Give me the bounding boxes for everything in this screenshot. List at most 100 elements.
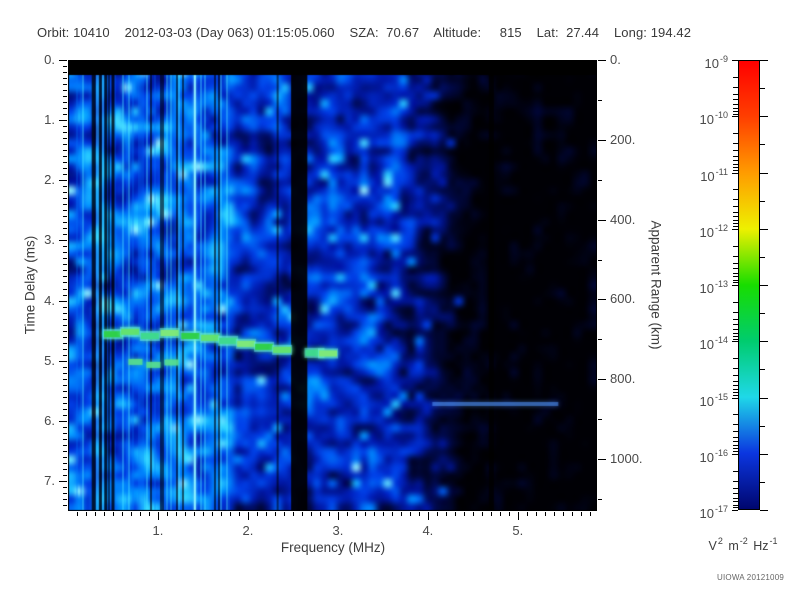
x-minor-tick bbox=[463, 512, 465, 516]
y2-tick-label: 800. bbox=[610, 371, 636, 387]
y-minor-tick bbox=[63, 144, 67, 146]
y-major-tick bbox=[59, 240, 67, 242]
y-minor-tick bbox=[63, 408, 67, 410]
y-minor-tick bbox=[63, 384, 67, 386]
unit-part: Hz bbox=[749, 539, 769, 553]
y-minor-tick bbox=[63, 450, 67, 452]
colorbar-tick-label: 10-12 bbox=[699, 222, 728, 240]
x-minor-tick bbox=[184, 512, 186, 516]
y-minor-tick bbox=[63, 156, 67, 158]
y-tick-label: 5. bbox=[44, 352, 55, 368]
x-minor-tick bbox=[562, 512, 564, 516]
x-minor-tick bbox=[310, 512, 312, 516]
y-minor-tick bbox=[63, 294, 67, 296]
x-minor-tick bbox=[499, 512, 501, 516]
x-minor-tick bbox=[391, 512, 393, 516]
y-minor-tick bbox=[63, 372, 67, 374]
colorbar-major-tick bbox=[760, 397, 768, 399]
y-minor-tick bbox=[63, 336, 67, 338]
y-minor-tick bbox=[63, 138, 67, 140]
x-minor-tick bbox=[535, 512, 537, 516]
x-minor-tick bbox=[490, 512, 492, 516]
x-minor-tick bbox=[580, 512, 582, 516]
y-minor-tick bbox=[63, 258, 67, 260]
x-minor-tick bbox=[589, 512, 591, 516]
y-minor-tick bbox=[63, 462, 67, 464]
x-minor-tick bbox=[481, 512, 483, 516]
colorbar-major-tick bbox=[760, 510, 768, 511]
y-minor-tick bbox=[63, 354, 67, 356]
colorbar-tick-label: 10-14 bbox=[699, 335, 728, 353]
y-minor-tick bbox=[63, 414, 67, 416]
x-minor-tick bbox=[76, 512, 78, 516]
x-minor-tick bbox=[256, 512, 258, 516]
observation-info-header: Orbit: 10410 2012-03-03 (Day 063) 01:15:… bbox=[37, 25, 692, 40]
x-tick-label: 4. bbox=[422, 523, 434, 538]
y-tick-label: 7. bbox=[44, 472, 55, 488]
colorbar-major-tick-left bbox=[732, 510, 738, 511]
x-minor-tick bbox=[454, 512, 456, 516]
x-minor-tick bbox=[103, 512, 105, 516]
x-minor-tick bbox=[553, 512, 555, 516]
colorbar-mid-tick bbox=[760, 144, 765, 146]
unit-part: -1 bbox=[769, 536, 778, 546]
y2-tick-label: 1000. bbox=[610, 451, 643, 467]
y-major-tick bbox=[59, 360, 67, 362]
colorbar-unit-label: V2 m-2 Hz-1 bbox=[708, 536, 779, 553]
y-minor-tick bbox=[63, 102, 67, 104]
y2-major-tick bbox=[598, 60, 606, 61]
y-minor-tick bbox=[63, 486, 67, 488]
y-minor-tick bbox=[63, 498, 67, 500]
x-minor-tick bbox=[274, 512, 276, 516]
y-major-tick bbox=[59, 420, 67, 422]
x-minor-tick bbox=[139, 512, 141, 516]
x-minor-tick bbox=[436, 512, 438, 516]
x-minor-tick bbox=[364, 512, 366, 516]
y-minor-tick bbox=[63, 366, 67, 368]
y-minor-tick bbox=[63, 306, 67, 308]
y-major-tick bbox=[59, 480, 67, 482]
y-minor-tick bbox=[63, 84, 67, 86]
y-minor-tick bbox=[63, 402, 67, 404]
y-minor-tick bbox=[63, 186, 67, 188]
y-tick-label: 1. bbox=[44, 112, 55, 128]
x-major-tick bbox=[337, 512, 339, 520]
y-minor-tick bbox=[63, 348, 67, 350]
y-minor-tick bbox=[63, 246, 67, 248]
colorbar-major-tick bbox=[760, 341, 768, 343]
x-minor-tick bbox=[445, 512, 447, 516]
y-minor-tick bbox=[63, 342, 67, 344]
y-minor-tick bbox=[63, 324, 67, 326]
y-minor-tick bbox=[63, 390, 67, 392]
spectrogram-canvas bbox=[68, 60, 597, 511]
unit-part: 2 bbox=[717, 536, 723, 546]
colorbar-major-tick bbox=[760, 285, 768, 286]
y-minor-tick bbox=[63, 312, 67, 314]
y-minor-tick bbox=[63, 96, 67, 98]
x-axis-title: Frequency (MHz) bbox=[280, 540, 386, 555]
unit-part: -2 bbox=[739, 536, 748, 546]
y2-tick-label: 200. bbox=[610, 131, 636, 147]
colorbar-mid-tick bbox=[760, 369, 765, 371]
x-minor-tick bbox=[544, 512, 546, 516]
colorbar-tick-label: 10-13 bbox=[699, 279, 728, 296]
y-minor-tick bbox=[63, 168, 67, 170]
x-minor-tick bbox=[400, 512, 402, 516]
colorbar-tick-label: 10-17 bbox=[699, 504, 728, 521]
x-minor-tick bbox=[409, 512, 411, 516]
x-minor-tick bbox=[211, 512, 213, 516]
y2-tick-label: 0. bbox=[610, 52, 621, 67]
y-minor-tick bbox=[63, 72, 67, 74]
y2-minor-tick bbox=[598, 179, 602, 181]
x-minor-tick bbox=[319, 512, 321, 516]
y-minor-tick bbox=[63, 108, 67, 110]
y-minor-tick bbox=[63, 438, 67, 440]
y-axis-title: Time Delay (ms) bbox=[22, 235, 38, 335]
colorbar-tick-label: 10-11 bbox=[700, 166, 728, 184]
colorbar-major-tick bbox=[760, 60, 768, 61]
y2-major-tick bbox=[598, 139, 606, 141]
x-minor-tick bbox=[265, 512, 267, 516]
x-minor-tick bbox=[202, 512, 204, 516]
unit-part: V bbox=[708, 539, 717, 553]
x-major-tick bbox=[247, 512, 249, 520]
